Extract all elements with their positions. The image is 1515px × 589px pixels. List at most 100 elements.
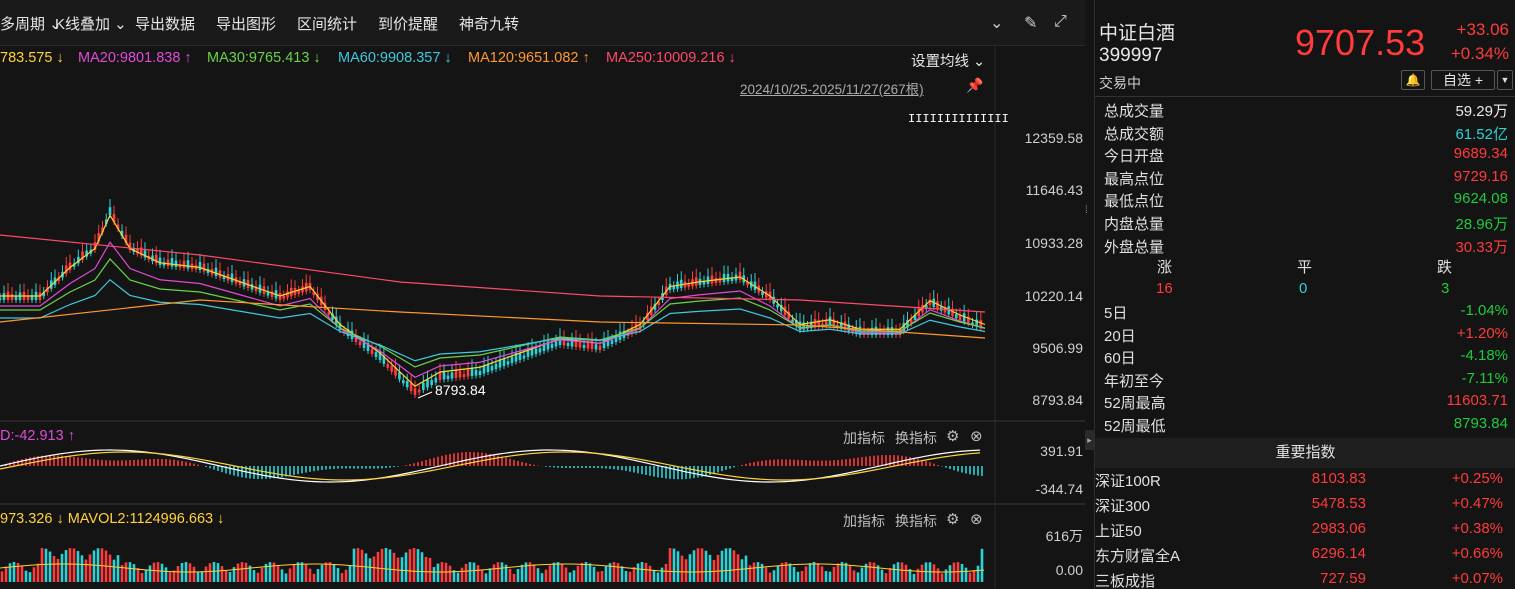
magic-nine-button[interactable]: 神奇九转 xyxy=(459,16,520,33)
last-price: 9707.53 xyxy=(1295,22,1426,63)
price-tick: 12359.58 xyxy=(1024,130,1083,146)
stat-value: 30.33万 xyxy=(1455,238,1508,256)
price-tick: 11646.43 xyxy=(1025,182,1083,198)
kline-overlay-menu[interactable]: K线叠加 ⌄ xyxy=(55,16,127,33)
stat-row: 总成交量 59.29万 xyxy=(1095,100,1515,122)
stat-row: 今日开盘 9689.34 xyxy=(1095,145,1515,167)
stat-value: 61.52亿 xyxy=(1455,125,1508,143)
add-favorite-button[interactable]: 自选 + xyxy=(1431,70,1495,90)
svg-text:8793.84: 8793.84 xyxy=(435,382,486,398)
ma120-value: MA120:9651.082 ↑ xyxy=(468,50,590,66)
close-icon[interactable]: ⊗ xyxy=(970,511,983,528)
stat-label: 外盘总量 xyxy=(1104,238,1165,256)
index-row-name: 东方财富全A xyxy=(1095,548,1181,565)
index-row-change: +0.07% xyxy=(1451,570,1503,587)
index-row[interactable]: 深证100R 8103.83 +0.25% xyxy=(1095,470,1515,494)
macd-label: D:-42.913 ↑ xyxy=(0,428,75,444)
stat-label: 内盘总量 xyxy=(1104,216,1165,233)
perf-value: -4.18% xyxy=(1460,347,1508,365)
stat-row: 总成交额 61.52亿 xyxy=(1095,123,1515,145)
switch-indicator-button[interactable]: 换指标 xyxy=(895,430,937,446)
svg-text:IIIIIIIIIIIIII: IIIIIIIIIIIIII xyxy=(908,112,1009,126)
price-tick: 10220.14 xyxy=(1024,288,1083,304)
breadth-values: 16 0 3 xyxy=(1095,280,1515,302)
ma60-value: MA60:9908.357 ↓ xyxy=(338,50,452,66)
stat-row: 外盘总量 30.33万 xyxy=(1095,236,1515,258)
quote-panel: 中证白酒 399997 交易中 9707.53 +33.06 +0.34% 🔔 … xyxy=(1094,0,1515,589)
perf-label: 52周最高 xyxy=(1104,395,1166,413)
fullscreen-icon[interactable]: ⤢ xyxy=(1054,13,1067,30)
perf-label: 20日 xyxy=(1104,327,1136,345)
ma30-value: MA30:9765.413 ↓ xyxy=(207,50,321,66)
pin-icon[interactable]: 📌 xyxy=(966,77,984,93)
perf-value: -7.11% xyxy=(1461,369,1508,387)
chevron-down-icon[interactable]: ⌄ xyxy=(990,15,1004,32)
perf-value: 8793.84 xyxy=(1453,415,1508,432)
gear-icon[interactable]: ⚙ xyxy=(946,511,960,528)
multi-period-menu[interactable]: 多周期 ⌄ xyxy=(0,16,62,33)
flat-label: 平 xyxy=(1297,259,1313,276)
interval-stats-button[interactable]: 区间统计 xyxy=(297,16,358,33)
stat-label: 总成交量 xyxy=(1104,103,1165,120)
panel-collapse-handle[interactable]: ▸ xyxy=(1085,430,1094,450)
perf-value: +1.20% xyxy=(1456,324,1508,342)
index-row-change: +0.47% xyxy=(1451,495,1503,512)
index-row-price: 5478.53 xyxy=(1311,495,1366,512)
index-code: 399997 xyxy=(1099,45,1163,66)
price-tick: 8793.84 xyxy=(1032,392,1083,408)
perf-label: 年初至今 xyxy=(1104,372,1165,390)
index-row-price: 6296.14 xyxy=(1311,545,1366,562)
index-row-name: 上证50 xyxy=(1095,523,1142,540)
stat-label: 总成交额 xyxy=(1104,125,1165,143)
index-row-change: +0.38% xyxy=(1451,520,1503,537)
ma-settings-button[interactable]: 设置均线 ⌄ xyxy=(911,54,986,70)
trading-status: 交易中 xyxy=(1099,75,1141,91)
index-row[interactable]: 上证50 2983.06 +0.38% xyxy=(1095,520,1515,544)
stat-value: 9689.34 xyxy=(1453,145,1508,163)
divider xyxy=(1095,96,1515,97)
favorite-dropdown-icon[interactable]: ▼ xyxy=(1497,70,1513,90)
stat-value: 9624.08 xyxy=(1453,190,1508,208)
drag-handle-icon[interactable]: ⁞ xyxy=(1085,205,1088,216)
price-alert-button[interactable]: 到价提醒 xyxy=(378,16,439,33)
index-row-price: 2983.06 xyxy=(1311,520,1366,537)
index-row-price: 727.59 xyxy=(1320,570,1366,587)
date-range-label[interactable]: 2024/10/25-2025/11/27(267根) xyxy=(740,82,924,97)
index-row-name: 深证100R xyxy=(1095,473,1161,490)
price-tick: 10933.28 xyxy=(1024,235,1083,251)
alert-bell-icon[interactable]: 🔔 xyxy=(1401,70,1425,90)
perf-label: 5日 xyxy=(1104,305,1128,322)
macd-tick: -344.74 xyxy=(1035,481,1083,497)
stat-row: 最高点位 9729.16 xyxy=(1095,168,1515,190)
perf-row: 52周最低 8793.84 xyxy=(1095,415,1515,437)
index-row-change: +0.66% xyxy=(1451,545,1503,562)
add-indicator-button[interactable]: 加指标 xyxy=(843,430,885,446)
index-row[interactable]: 东方财富全A 6296.14 +0.66% xyxy=(1095,545,1515,569)
up-count: 16 xyxy=(1156,280,1173,297)
gear-icon[interactable]: ⚙ xyxy=(946,428,960,445)
index-row[interactable]: 深证300 5478.53 +0.47% xyxy=(1095,495,1515,519)
add-indicator-button[interactable]: 加指标 xyxy=(843,513,885,529)
down-count: 3 xyxy=(1441,280,1450,297)
close-icon[interactable]: ⊗ xyxy=(970,428,983,445)
perf-label: 52周最低 xyxy=(1104,418,1166,435)
switch-indicator-button[interactable]: 换指标 xyxy=(895,513,937,529)
kline-chart[interactable]: 8793.84 IIIIIIIIIIIIII xyxy=(0,0,1085,589)
vol-tick: 0.00 xyxy=(1055,562,1083,578)
export-data-button[interactable]: 导出数据 xyxy=(135,16,196,33)
perf-value: -1.04% xyxy=(1460,302,1508,319)
price-change-pct: +0.34% xyxy=(1450,44,1509,63)
up-label: 涨 xyxy=(1157,259,1173,276)
index-row-name: 深证300 xyxy=(1095,498,1151,515)
vol-tick: 616万 xyxy=(1045,528,1083,544)
index-row[interactable]: 三板成指 727.59 +0.07% xyxy=(1095,570,1515,589)
index-row-name: 三板成指 xyxy=(1095,573,1156,589)
index-name: 中证白酒 xyxy=(1099,23,1176,44)
brush-icon[interactable]: ✎ xyxy=(1024,15,1038,32)
stat-value: 59.29万 xyxy=(1455,103,1508,120)
down-label: 跌 xyxy=(1437,259,1453,276)
ma20-value: MA20:9801.838 ↑ xyxy=(78,50,192,66)
index-row-price: 8103.83 xyxy=(1311,470,1366,487)
export-chart-button[interactable]: 导出图形 xyxy=(216,16,277,33)
vol-label: 973.326 ↓ MAVOL2:1124996.663 ↓ xyxy=(0,511,225,527)
